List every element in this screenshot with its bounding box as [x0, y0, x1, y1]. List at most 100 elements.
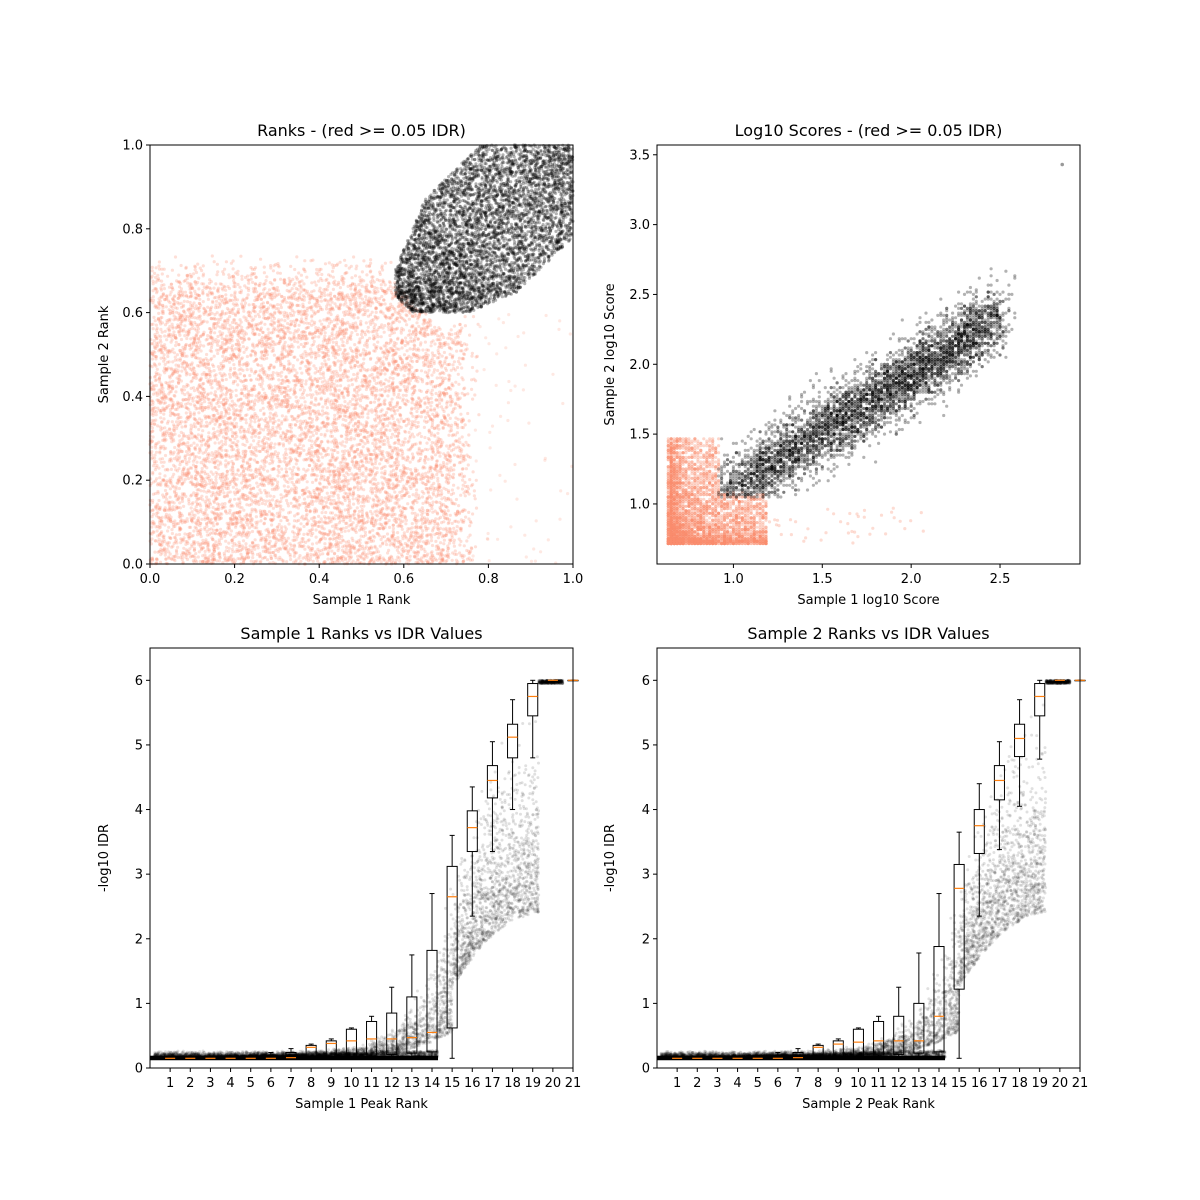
ranks-red-point: [337, 396, 341, 400]
ranks-red-point: [457, 356, 461, 360]
ranks-red-point: [340, 363, 344, 367]
ranks-red-point: [283, 435, 287, 439]
ranks-red-point: [259, 491, 263, 495]
ranks-red-point: [457, 537, 461, 541]
ranks-red-point: [244, 542, 248, 546]
ranks-red-point: [296, 340, 300, 344]
ranks-red-point: [423, 363, 427, 367]
ranks-red-point: [366, 309, 370, 313]
ranks-red-point: [396, 438, 400, 442]
ranks-red-point: [391, 320, 395, 324]
ranks-red-point: [448, 513, 452, 517]
ranks-red-point: [378, 440, 382, 444]
ranks-red-point: [227, 357, 231, 361]
ranks-red-point: [153, 379, 157, 383]
ranks-red-point: [343, 258, 347, 262]
ranks-red-point: [253, 420, 257, 424]
ranks-red-point: [391, 327, 395, 331]
ranks-red-point: [411, 493, 415, 497]
ranks-red-point: [196, 541, 200, 545]
ranks-red-point: [273, 450, 278, 454]
ranks-red-point: [195, 443, 199, 447]
ranks-red-point: [364, 453, 369, 457]
ranks-red-point: [378, 522, 382, 526]
ranks-red-point: [216, 270, 220, 274]
ranks-red-point: [186, 441, 190, 445]
ranks-red-point: [416, 420, 420, 425]
ranks-red-point: [200, 443, 204, 447]
ranks-red-point: [344, 264, 348, 268]
ranks-red-point: [172, 393, 176, 398]
ranks-red-point: [289, 406, 293, 410]
ranks-red-point: [450, 411, 454, 415]
ranks-red-point: [298, 366, 302, 370]
ranks-red-point: [325, 406, 329, 410]
ranks-red-point: [216, 351, 220, 356]
ranks-red-point: [226, 491, 230, 495]
ranks-red-point: [331, 275, 335, 279]
ranks-red-point: [264, 279, 268, 283]
ranks-red-point: [305, 275, 309, 279]
ranks-red-point: [252, 439, 256, 443]
ranks-red-point: [396, 536, 400, 540]
ranks-red-point: [309, 347, 313, 351]
ranks-red-point: [296, 345, 301, 349]
ranks-red-point: [406, 552, 410, 556]
ranks-red-point: [266, 316, 270, 320]
ranks-red-point: [420, 495, 425, 499]
ranks-red-point: [392, 340, 396, 345]
ranks-red-point: [229, 346, 233, 350]
ranks-red-point: [286, 536, 290, 540]
ranks-red-point: [308, 435, 313, 439]
ranks-red-point: [377, 499, 381, 504]
ranks-red-point: [401, 393, 405, 397]
ranks-red-point: [247, 337, 251, 341]
ranks-red-point: [274, 548, 278, 552]
ranks-red-point: [357, 509, 361, 513]
ranks-red-point: [273, 452, 277, 457]
ranks-red-point: [150, 525, 154, 529]
ranks-red-point: [314, 552, 318, 557]
ranks-red-point: [466, 463, 470, 467]
ranks-red-point: [463, 494, 467, 498]
ranks-red-point: [266, 327, 270, 331]
ranks-red-point: [354, 307, 358, 311]
ranks-red-point: [473, 497, 477, 501]
ranks-red-point: [404, 339, 408, 343]
ranks-red-point: [420, 532, 424, 536]
ranks-red-point: [401, 464, 405, 468]
ranks-red-point: [452, 453, 457, 457]
ranks-red-point: [387, 342, 391, 346]
ranks-red-point: [169, 519, 173, 524]
ranks-red-point: [411, 507, 415, 511]
ranks-red-point: [399, 388, 403, 392]
ranks-red-point: [238, 318, 242, 322]
ranks-red-point: [426, 457, 430, 461]
ranks-red-point: [168, 495, 172, 499]
ranks-red-point: [154, 364, 158, 368]
ranks-red-point: [209, 401, 213, 405]
ranks-red-point: [432, 433, 436, 437]
ranks-red-point: [364, 540, 368, 545]
ranks-red-point: [177, 486, 181, 491]
ranks-red-point: [392, 427, 396, 432]
ranks-red-point: [228, 375, 232, 379]
ranks-red-point: [267, 530, 271, 534]
ranks-red-point: [325, 429, 329, 433]
ranks-red-point: [344, 426, 348, 430]
ranks-red-point: [347, 432, 351, 436]
ranks-red-point: [448, 394, 453, 398]
ranks-red-point: [183, 290, 187, 294]
ranks-red-point: [370, 372, 374, 377]
ranks-red-point: [302, 532, 306, 537]
ranks-red-point: [410, 373, 415, 377]
ranks-red-point: [320, 440, 324, 444]
ranks-red-point: [261, 401, 265, 405]
ranks-red-point: [477, 413, 481, 417]
ranks-red-point: [425, 448, 430, 452]
ranks-red-point: [290, 480, 294, 484]
ranks-red-point: [177, 273, 181, 277]
ranks-red-point: [442, 350, 446, 355]
ranks-red-point: [184, 385, 188, 389]
